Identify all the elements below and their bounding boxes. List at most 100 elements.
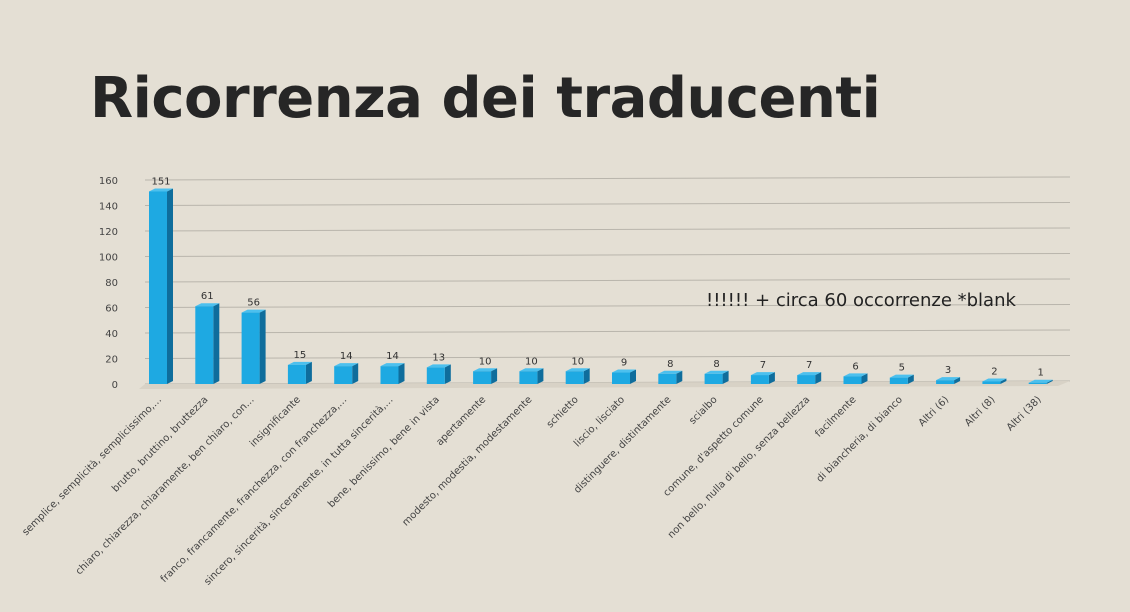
- bar-front: [658, 373, 677, 384]
- bar: [195, 303, 220, 384]
- bar-top: [334, 363, 359, 367]
- bar: [426, 364, 451, 384]
- y-tick-label: 0: [112, 380, 118, 391]
- bar-front: [936, 380, 955, 384]
- bar-front: [889, 377, 908, 384]
- gridline: [144, 329, 1071, 334]
- bar: [750, 372, 775, 384]
- y-tick-label: 80: [105, 278, 118, 289]
- bar-top: [843, 373, 868, 377]
- gridline: [144, 355, 1071, 359]
- bar-top: [612, 369, 636, 373]
- bar-side: [213, 303, 220, 384]
- grid-lines: [139, 176, 1071, 389]
- bar-side: [815, 372, 822, 384]
- data-label: 10: [571, 356, 584, 367]
- y-tick-label: 160: [99, 176, 118, 187]
- y-axis: 0 20 40 60 80 100 120 140 160: [99, 176, 118, 391]
- gridline: [144, 202, 1071, 206]
- bar-front: [195, 306, 214, 384]
- category-label: scialbo: [687, 394, 719, 426]
- y-tick-label: 60: [105, 304, 118, 315]
- bar-side: [1046, 379, 1053, 384]
- data-label: 15: [294, 350, 307, 361]
- bar-side: [491, 368, 498, 384]
- bar: [889, 374, 914, 384]
- bar: [936, 377, 961, 384]
- bar-side: [907, 374, 914, 384]
- category-label: Altri (8): [963, 394, 998, 429]
- bar-top: [889, 374, 914, 378]
- bar-side: [305, 361, 312, 384]
- bar-side: [259, 309, 266, 384]
- bar: [334, 363, 359, 384]
- bar-top: [565, 368, 590, 372]
- bar-top: [426, 364, 451, 368]
- bar-front: [519, 371, 538, 384]
- data-label: 2: [991, 366, 997, 377]
- bar-top: [195, 303, 220, 307]
- bar-top: [519, 368, 544, 372]
- gridline: [144, 176, 1071, 181]
- category-label: di biancheria, di bianco: [815, 394, 905, 484]
- data-label: 151: [151, 176, 170, 187]
- bar-side: [676, 370, 683, 384]
- bar-top: [241, 309, 266, 313]
- data-labels: 151 61 56 15 14 14 13 10 10 10 9 8 8 7 7 6 5 3 2 1: [151, 176, 1043, 378]
- category-label: facilmente: [813, 394, 858, 439]
- data-label: 56: [247, 298, 260, 309]
- bar-front: [982, 381, 1001, 384]
- bar-top: [797, 372, 822, 376]
- bar-side: [398, 363, 405, 384]
- category-label: Altri (6): [917, 394, 952, 429]
- bar-side: [444, 364, 451, 384]
- data-label: 1: [1038, 368, 1044, 379]
- data-label: 8: [667, 359, 673, 370]
- category-labels: semplice, semplicità, semplicissimo,…bru…: [20, 394, 1044, 588]
- data-label: 6: [852, 361, 858, 372]
- bar-top: [287, 361, 312, 365]
- bar-top: [936, 377, 961, 381]
- gridline: [144, 253, 1071, 257]
- bar-front: [797, 375, 816, 384]
- bar-top: [473, 368, 498, 372]
- bar: [658, 370, 683, 384]
- y-tick-label: 40: [105, 329, 118, 340]
- bar: [473, 368, 498, 384]
- gridline: [144, 278, 1071, 283]
- bar-top: [149, 188, 173, 192]
- data-label: 14: [340, 351, 353, 362]
- bar: [843, 373, 868, 384]
- bar-front: [473, 371, 492, 384]
- data-label: 7: [760, 360, 766, 371]
- bar-top: [658, 370, 683, 374]
- gridline: [144, 227, 1071, 232]
- category-label: chiaro, chiarezza, chiaramente, ben chia…: [74, 394, 257, 577]
- bar-side: [768, 372, 775, 384]
- bar-side: [1000, 378, 1007, 384]
- bar: [380, 363, 405, 384]
- y-tick-label: 20: [105, 355, 118, 366]
- bar-front: [241, 312, 260, 384]
- bar-top: [1028, 379, 1053, 383]
- data-label: 9: [621, 358, 627, 369]
- data-label: 61: [201, 291, 214, 302]
- bar-front: [380, 366, 399, 384]
- bar-side: [352, 363, 359, 384]
- bar: [149, 188, 173, 384]
- bar-front: [334, 366, 353, 384]
- bar: [982, 378, 1007, 384]
- bar-front: [149, 191, 167, 384]
- bar-side: [954, 377, 961, 384]
- bar-top: [704, 370, 729, 374]
- bar-top: [380, 363, 405, 367]
- bar: [565, 368, 590, 384]
- chart-floor: [139, 381, 1070, 389]
- bar-front: [426, 367, 445, 384]
- bar: [704, 370, 729, 384]
- category-label: distinguere, distintamente: [572, 394, 673, 495]
- data-label: 13: [432, 352, 445, 363]
- category-label: comune, d'aspetto comune: [662, 394, 767, 499]
- bar-front: [704, 373, 723, 384]
